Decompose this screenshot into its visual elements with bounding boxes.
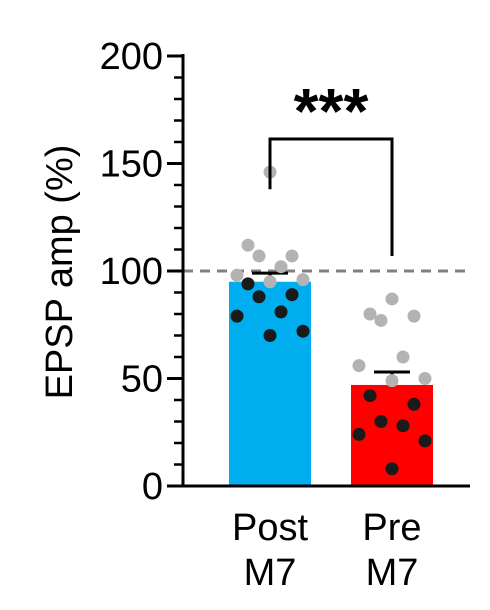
data-point bbox=[274, 260, 288, 274]
data-point bbox=[230, 309, 244, 323]
y-tick-label: 200 bbox=[100, 36, 163, 78]
y-tick-label: 150 bbox=[100, 144, 163, 186]
data-point bbox=[363, 307, 377, 321]
x-category-label-line2: M7 bbox=[244, 552, 297, 594]
significance-label: *** bbox=[294, 75, 369, 147]
data-point bbox=[263, 329, 277, 342]
data-point bbox=[296, 273, 310, 287]
data-point bbox=[407, 309, 421, 323]
x-category-label-line1: Post bbox=[232, 507, 308, 549]
y-tick-label: 100 bbox=[100, 251, 163, 293]
significance-bracket bbox=[268, 137, 394, 256]
y-axis-title: EPSP amp (%) bbox=[39, 145, 81, 400]
x-category-label-line1: Pre bbox=[362, 507, 421, 549]
data-point bbox=[285, 249, 299, 263]
data-point bbox=[418, 434, 432, 448]
data-point bbox=[396, 350, 410, 364]
data-point bbox=[296, 324, 310, 338]
data-point bbox=[385, 292, 399, 306]
significance-layer: *** bbox=[268, 75, 394, 256]
y-tick-label: 0 bbox=[142, 466, 163, 508]
data-point bbox=[396, 419, 410, 433]
bars-layer bbox=[229, 281, 433, 486]
data-point bbox=[385, 462, 399, 476]
data-point bbox=[241, 238, 255, 252]
data-points-layer bbox=[230, 165, 432, 476]
data-point bbox=[263, 275, 277, 289]
data-point bbox=[252, 290, 266, 304]
data-point bbox=[385, 374, 399, 388]
data-point bbox=[418, 372, 432, 385]
data-point bbox=[363, 389, 377, 403]
data-point bbox=[352, 427, 366, 441]
data-point bbox=[241, 277, 255, 291]
x-category-label-line2: M7 bbox=[366, 552, 419, 594]
data-point bbox=[352, 359, 366, 373]
data-point bbox=[407, 397, 421, 411]
y-tick-label: 50 bbox=[121, 359, 163, 401]
data-point bbox=[374, 313, 388, 327]
data-point bbox=[374, 415, 388, 428]
data-point bbox=[230, 268, 244, 282]
data-point bbox=[252, 249, 266, 263]
data-point bbox=[274, 305, 288, 319]
data-point bbox=[285, 288, 299, 302]
